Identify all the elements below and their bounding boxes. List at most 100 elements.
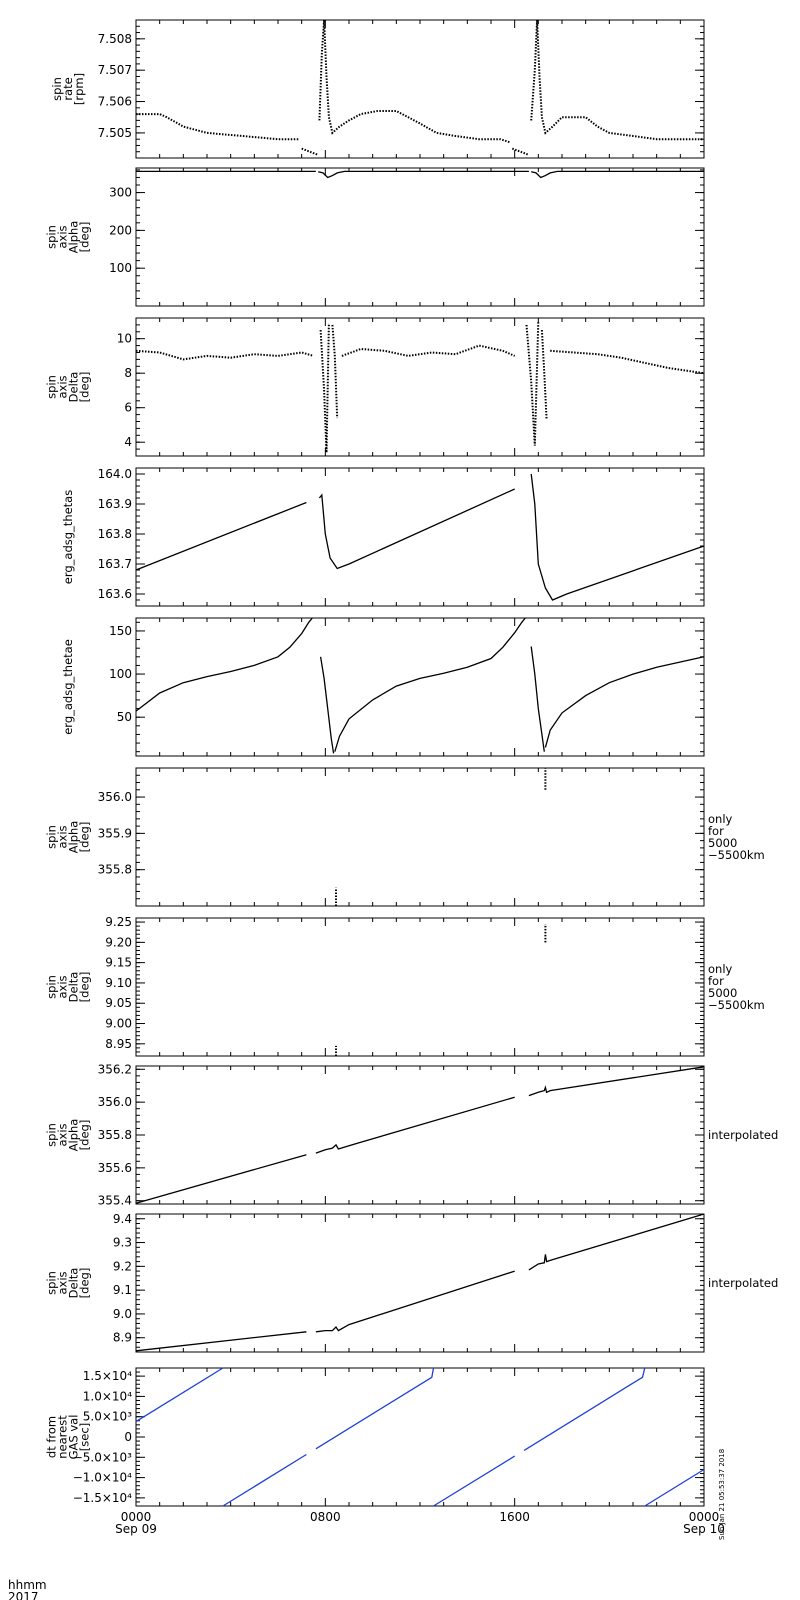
y-axis-label: spin: [45, 1123, 59, 1147]
y-axis-label: spin: [45, 375, 59, 399]
y-axis-label: axis: [56, 1123, 70, 1146]
y-tick-label: 9.4: [113, 1212, 132, 1226]
panel-note: for: [708, 974, 724, 988]
series-line-alpha_interp: [315, 1096, 515, 1154]
x-tick-label: 1600: [499, 1510, 530, 1524]
y-tick-label: 9.20: [105, 935, 132, 949]
y-tick-label: 8.95: [105, 1037, 132, 1051]
series-line-erg_adsg_thetae: [319, 656, 335, 754]
y-axis-label: dt from: [45, 1416, 59, 1458]
y-tick-label: 355.8: [98, 1128, 132, 1142]
series-line-alpha_raw: [318, 170, 529, 179]
series-line-alpha_raw: [531, 170, 704, 179]
y-axis-label: Delta: [67, 372, 81, 403]
panel-note: 5000: [708, 986, 737, 1000]
y-axis-label: Alpha: [67, 1119, 81, 1152]
y-tick-label: 9.1: [113, 1283, 132, 1297]
series-line-dt_nearest: [222, 1453, 307, 1507]
y-tick-label: 9.2: [113, 1259, 132, 1273]
y-tick-label: 8.9: [113, 1331, 132, 1345]
panel-note: interpolated: [708, 1276, 778, 1290]
y-axis-label: [deg]: [78, 1120, 92, 1151]
y-tick-label: 10: [117, 332, 132, 346]
series-line-erg_adsg_thetae: [135, 617, 313, 712]
y-tick-label: 355.6: [98, 1161, 132, 1175]
y-axis-label: nearest: [56, 1415, 70, 1459]
x-axis-corner-label-hhmm: hhmm: [8, 1578, 47, 1592]
y-tick-label: 163.8: [98, 527, 132, 541]
y-tick-label: 7.506: [98, 95, 132, 109]
y-tick-label: −5.0×10³: [73, 1450, 132, 1464]
y-tick-label: 7.508: [98, 32, 132, 46]
series-line-delta_raw: [135, 349, 314, 361]
panel-erg_adsg_thetae: 50 100 150 erg_adsg_thetae: [61, 617, 705, 757]
y-axis-label: axis: [56, 225, 70, 248]
panel-frame: [135, 767, 705, 907]
y-axis-label: Delta: [67, 1268, 81, 1299]
y-tick-label: −1.5×10⁴: [73, 1491, 132, 1505]
panel-frame: [135, 19, 705, 159]
series-line-delta_raw: [319, 323, 330, 453]
y-tick-label: 163.9: [98, 497, 132, 511]
y-tick-label: 163.7: [98, 557, 132, 571]
series-line-spin_rate: [136, 113, 300, 141]
y-tick-label: 9.25: [105, 915, 132, 929]
y-tick-label: 100: [109, 261, 132, 275]
y-tick-label: 7.507: [98, 63, 132, 77]
series-line-spin_rate: [318, 19, 511, 144]
series-line-erg_adsg_thetas: [530, 473, 705, 601]
series-line-delta_raw: [540, 330, 548, 420]
panel-note: only: [708, 962, 733, 976]
y-axis-label: [rpm]: [72, 73, 86, 105]
series-line-spin_rate: [301, 147, 319, 156]
series-line-delta_raw: [341, 344, 516, 357]
series-line-delta_raw: [331, 324, 339, 419]
y-tick-label: 355.4: [98, 1194, 132, 1208]
y-axis-label: erg_adsg_thetae: [61, 639, 75, 735]
panel-frame: [135, 617, 705, 757]
y-tick-label: 0: [124, 1430, 132, 1444]
series-line-erg_adsg_thetas: [135, 501, 307, 571]
series-line-erg_adsg_thetae: [530, 646, 545, 752]
y-tick-label: 164.0: [98, 467, 132, 481]
series-line-dt_nearest: [135, 1367, 224, 1423]
timestamp-stamp: Sun Jan 21 05:53:37 2018: [718, 1449, 726, 1540]
y-tick-label: 356.0: [98, 1095, 132, 1109]
series-line-dt_nearest: [315, 1367, 435, 1450]
y-tick-label: 356.0: [98, 790, 132, 804]
y-axis-label: spin: [45, 825, 59, 849]
y-tick-label: 9.10: [105, 976, 132, 990]
panel-note: interpolated: [708, 1128, 778, 1142]
y-tick-label: 5.0×10³: [83, 1410, 132, 1424]
y-tick-label: 1.5×10⁴: [83, 1369, 132, 1383]
panel-frame: [135, 167, 705, 307]
series-line-dt_nearest: [523, 1367, 646, 1451]
y-tick-label: 7.505: [98, 126, 132, 140]
series-line-alpha_interp: [528, 1066, 705, 1097]
series-line-delta_raw: [550, 349, 705, 375]
y-axis-label: Alpha: [67, 821, 81, 854]
y-axis-label: GAS val: [67, 1415, 81, 1460]
series-line-erg_adsg_thetae: [544, 656, 705, 748]
panel-note: −5500km: [708, 848, 765, 862]
x-tick-date-label: Sep 09: [115, 1522, 157, 1536]
series-line-dt_nearest: [644, 1468, 705, 1507]
y-axis-label: [deg]: [78, 222, 92, 253]
series-line-delta_raw: [525, 321, 540, 446]
series-line-erg_adsg_thetae: [334, 617, 526, 752]
panel-frame: [135, 467, 705, 607]
y-axis-label: spin: [50, 77, 64, 101]
y-tick-label: 9.3: [113, 1236, 132, 1250]
series-line-erg_adsg_thetas: [318, 488, 515, 570]
panel-dt_nearest: −1.5×10⁴ −1.0×10⁴ −5.0×10³ 0 5.0×10³ 1.0×10⁴ 1…: [45, 1367, 705, 1507]
series-line-delta_interp: [528, 1213, 705, 1271]
y-axis-label: spin: [45, 1271, 59, 1295]
panel-note: −5500km: [708, 998, 765, 1012]
y-tick-label: 9.05: [105, 996, 132, 1010]
y-tick-label: 355.9: [98, 826, 132, 840]
